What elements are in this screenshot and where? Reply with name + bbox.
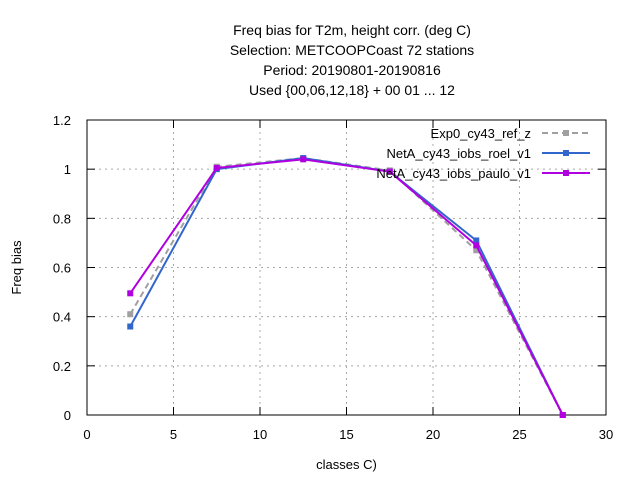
legend-marker-3 bbox=[563, 170, 569, 176]
series-3-point bbox=[386, 168, 393, 175]
y-tick-label: 0.4 bbox=[53, 310, 71, 325]
x-tick-label: 30 bbox=[599, 427, 613, 442]
x-tick-label: 0 bbox=[83, 427, 90, 442]
chart-title: Freq bias for T2m, height corr. (deg C) S… bbox=[230, 22, 474, 98]
x-tick-label: 5 bbox=[170, 427, 177, 442]
series-3-point bbox=[213, 164, 220, 171]
series-3-point bbox=[559, 412, 566, 418]
series-3-point bbox=[473, 242, 480, 249]
legend-label-2: NetA_cy43_iobs_roel_v1 bbox=[386, 146, 531, 161]
title-line-3: Period: 20190801-20190816 bbox=[263, 62, 441, 78]
grid bbox=[87, 120, 606, 415]
series-3-point bbox=[127, 290, 134, 297]
y-tick-label: 0.2 bbox=[53, 359, 71, 374]
legend-marker-2 bbox=[563, 150, 569, 156]
legend-label-3: NetA_cy43_iobs_paulo_v1 bbox=[376, 166, 531, 181]
series-line-3 bbox=[129, 158, 564, 416]
x-tick-label: 20 bbox=[426, 427, 440, 442]
y-tick-label: 1 bbox=[64, 162, 71, 177]
series-2-point bbox=[473, 237, 480, 244]
series-2-point bbox=[127, 323, 134, 330]
series-3-point bbox=[300, 156, 307, 163]
title-line-4: Used {00,06,12,18} + 00 01 ... 12 bbox=[249, 82, 455, 98]
legend-marker-1 bbox=[563, 130, 569, 136]
y-tick-label: 0.6 bbox=[53, 261, 71, 276]
series-1-point bbox=[473, 247, 480, 254]
x-tick-label: 25 bbox=[512, 427, 526, 442]
series-lines bbox=[127, 155, 566, 418]
series-1-point bbox=[127, 311, 134, 318]
axis-ticks: 0 5 10 15 20 25 30 0 0.2 0.4 0.6 0.8 1 1.2 bbox=[53, 113, 613, 442]
y-tick-label: 0 bbox=[64, 408, 71, 423]
title-line-2: Selection: METCOOPCoast 72 stations bbox=[230, 42, 474, 58]
x-axis-label: classes C) bbox=[316, 457, 377, 472]
y-tick-label: 1.2 bbox=[53, 113, 71, 128]
legend: Exp0_cy43_ref_z NetA_cy43_iobs_roel_v1 Net… bbox=[376, 126, 590, 181]
y-axis-label: Freq bias bbox=[9, 240, 24, 295]
y-tick-label: 0.8 bbox=[53, 211, 71, 226]
title-line-1: Freq bias for T2m, height corr. (deg C) bbox=[233, 22, 471, 38]
x-tick-label: 10 bbox=[253, 427, 267, 442]
x-tick-label: 15 bbox=[339, 427, 353, 442]
legend-label-1: Exp0_cy43_ref_z bbox=[431, 126, 531, 141]
